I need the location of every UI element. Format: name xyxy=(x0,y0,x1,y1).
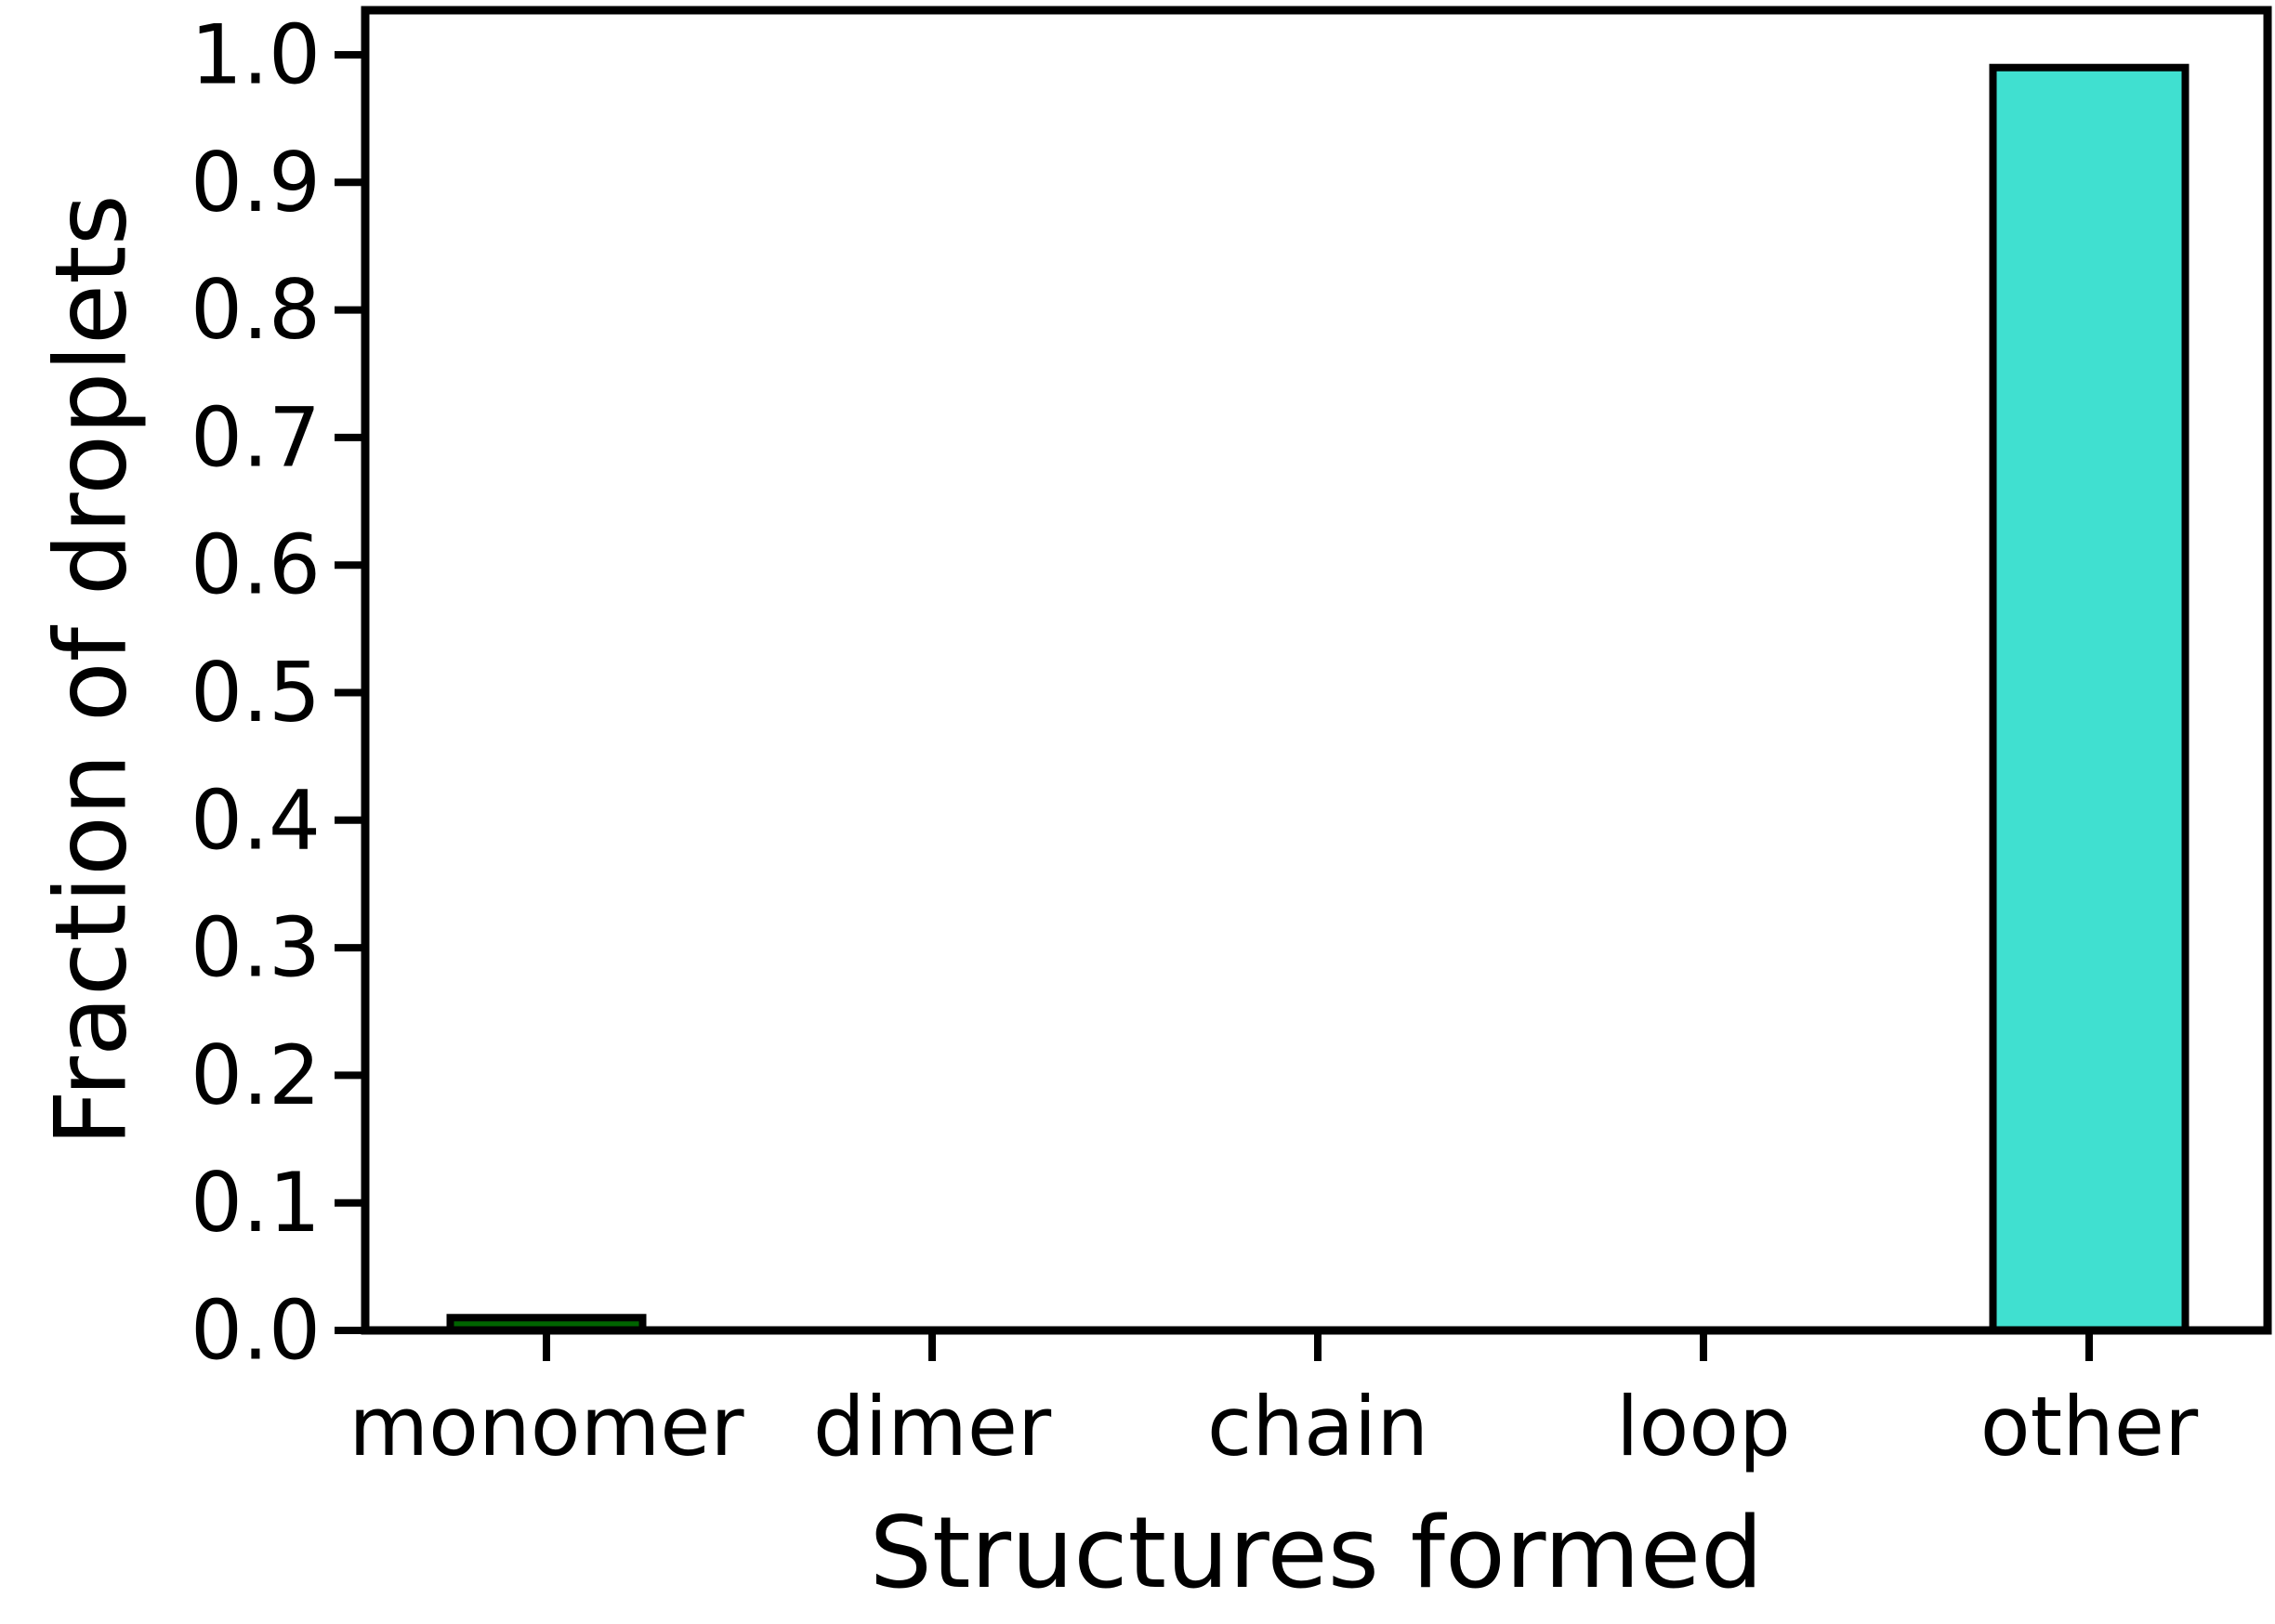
x-tick-label-chain: chain xyxy=(1207,1379,1428,1474)
y-tick-label: 0.9 xyxy=(191,135,321,230)
y-tick-label: 1.0 xyxy=(191,7,321,103)
x-axis-label: Structures formed xyxy=(870,1496,1764,1610)
y-tick-label: 0.8 xyxy=(191,262,321,358)
x-tick-label-loop: loop xyxy=(1616,1379,1791,1474)
y-tick-label: 0.2 xyxy=(191,1028,321,1123)
y-tick-label: 0.1 xyxy=(191,1155,321,1251)
x-tick-label-other: other xyxy=(1980,1379,2199,1474)
y-tick-label: 0.5 xyxy=(191,645,321,740)
x-tick-label-dimer: dimer xyxy=(813,1379,1052,1474)
x-tick-label-monomer: monomer xyxy=(348,1379,744,1474)
y-tick-label: 0.6 xyxy=(191,517,321,613)
x-axis-ticks: monomer dimer chain loop other xyxy=(348,1330,2199,1474)
bars-layer xyxy=(446,63,2190,1335)
y-tick-label: 0.7 xyxy=(191,389,321,485)
y-axis-ticks: 0.0 0.1 0.2 0.3 0.4 0.5 0.6 0.7 0.8 0.9 1.0 xyxy=(191,7,365,1379)
y-tick-label: 0.4 xyxy=(191,772,321,868)
y-tick-label: 0.0 xyxy=(191,1283,321,1379)
y-tick-label: 0.3 xyxy=(191,900,321,996)
y-axis-label: Fraction of droplets xyxy=(34,194,149,1146)
bar-other xyxy=(1989,63,2190,1335)
